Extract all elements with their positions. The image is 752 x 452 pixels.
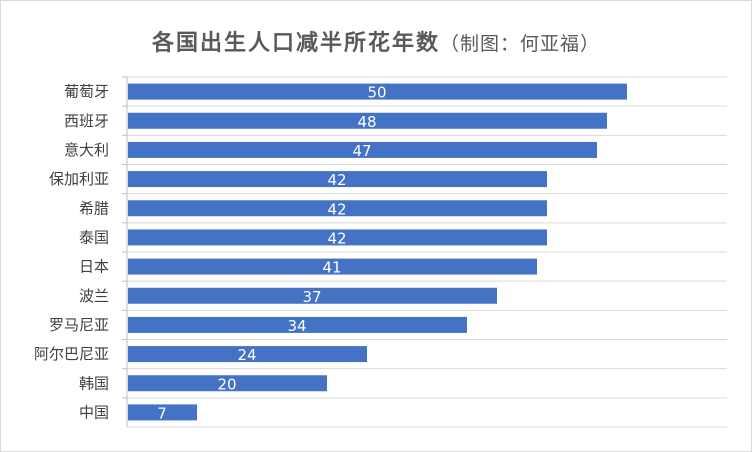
category-label: 意大利 (64, 141, 109, 159)
data-label: 42 (327, 171, 346, 189)
category-label: 希腊 (79, 199, 109, 217)
chart-title-main: 各国出生人口减半所花年数 (151, 31, 440, 56)
bar (128, 287, 497, 304)
chart-subtitle: （制图：何亚福） (440, 33, 601, 55)
data-label: 42 (327, 229, 346, 247)
data-label: 42 (327, 200, 346, 218)
bar (128, 258, 537, 275)
bar (128, 375, 327, 392)
bar (128, 404, 197, 421)
bar (128, 171, 547, 188)
data-label: 37 (302, 288, 321, 306)
data-label: 41 (322, 259, 341, 277)
bar (128, 229, 547, 246)
bar (128, 316, 467, 333)
category-label: 波兰 (79, 287, 109, 305)
chart-title: 各国出生人口减半所花年数（制图：何亚福） (1, 25, 751, 57)
category-label: 泰国 (79, 228, 109, 246)
bar (128, 83, 627, 100)
bar (128, 141, 597, 158)
category-label: 中国 (79, 403, 109, 421)
data-label: 7 (157, 404, 167, 422)
category-label: 韩国 (79, 374, 109, 392)
bar (128, 346, 367, 363)
data-label: 24 (237, 346, 256, 364)
data-label: 50 (367, 84, 386, 102)
category-label: 葡萄牙 (64, 83, 109, 101)
category-label: 罗马尼亚 (49, 316, 109, 334)
bar (128, 200, 547, 217)
category-label: 西班牙 (64, 112, 109, 130)
bar (128, 112, 607, 129)
category-label: 日本 (79, 258, 109, 276)
category-label: 保加利亚 (49, 170, 109, 188)
data-label: 20 (217, 375, 236, 393)
data-label: 48 (357, 113, 376, 131)
data-label: 47 (352, 142, 371, 160)
category-label: 阿尔巴尼亚 (34, 345, 109, 363)
data-label: 34 (287, 317, 306, 335)
